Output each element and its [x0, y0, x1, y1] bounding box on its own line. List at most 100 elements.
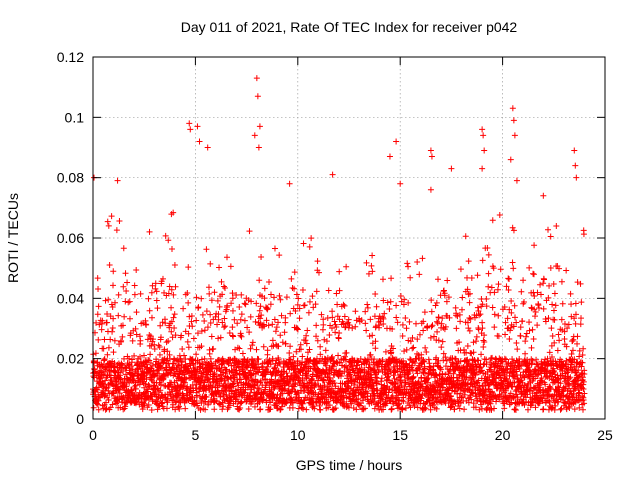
- data-point: [406, 392, 413, 399]
- data-point: [465, 325, 472, 332]
- data-point: [198, 295, 205, 302]
- data-point: [152, 390, 159, 397]
- grid-lines: [93, 57, 605, 419]
- data-point: [475, 326, 482, 333]
- data-point: [216, 303, 223, 310]
- data-point: [383, 384, 390, 391]
- data-point: [215, 400, 222, 407]
- data-point: [421, 358, 428, 365]
- data-point: [521, 374, 528, 381]
- data-point: [151, 341, 158, 348]
- data-point: [132, 325, 139, 332]
- data-point: [475, 377, 482, 384]
- data-point: [485, 270, 492, 277]
- data-point: [563, 343, 570, 350]
- data-point: [438, 344, 445, 351]
- data-point: [491, 405, 498, 412]
- data-point: [289, 404, 296, 411]
- data-point: [324, 314, 331, 321]
- data-point: [497, 372, 504, 379]
- data-point: [148, 342, 155, 349]
- data-point: [478, 351, 485, 358]
- data-point: [242, 301, 249, 308]
- data-point: [214, 321, 221, 328]
- data-point: [557, 380, 564, 387]
- data-point: [171, 311, 178, 318]
- data-point: [407, 274, 414, 281]
- data-point: [551, 339, 558, 346]
- data-point: [118, 337, 125, 344]
- data-point: [272, 328, 279, 335]
- data-point: [303, 406, 310, 413]
- data-point: [215, 335, 222, 342]
- data-point: [491, 289, 498, 296]
- data-point: [315, 269, 322, 276]
- data-point: [105, 387, 112, 394]
- data-point: [233, 370, 240, 377]
- data-point: [149, 282, 156, 289]
- data-point: [540, 192, 547, 199]
- data-point: [266, 278, 273, 285]
- data-point: [182, 405, 189, 412]
- data-point: [569, 338, 576, 345]
- data-point: [474, 304, 481, 311]
- data-point: [470, 375, 477, 382]
- data-point: [446, 314, 453, 321]
- data-point: [358, 317, 365, 324]
- data-point: [199, 311, 206, 318]
- data-point: [391, 380, 398, 387]
- y-tick-label: 0.04: [57, 290, 84, 306]
- x-tick-label: 25: [597, 427, 613, 443]
- data-point: [271, 245, 278, 252]
- data-point: [122, 270, 129, 277]
- data-point: [110, 268, 117, 275]
- axes: 0 0.02 0.04 0.06 0.08 0.1 0.12 0 5 10 15 20 25: [57, 49, 613, 443]
- data-point: [575, 390, 582, 397]
- data-point: [205, 376, 212, 383]
- data-point: [277, 406, 284, 413]
- data-point: [376, 313, 383, 320]
- data-point: [194, 330, 201, 337]
- data-point: [310, 371, 317, 378]
- data-point: [507, 327, 514, 334]
- data-point: [483, 303, 490, 310]
- data-point: [137, 290, 144, 297]
- data-point: [98, 326, 105, 333]
- data-point: [508, 298, 515, 305]
- data-point: [505, 287, 512, 294]
- data-point: [185, 264, 192, 271]
- data-point: [299, 287, 306, 294]
- data-point: [351, 382, 358, 389]
- data-point: [457, 390, 464, 397]
- data-point: [559, 300, 566, 307]
- data-point: [221, 324, 228, 331]
- data-point: [511, 132, 518, 139]
- data-point: [389, 395, 396, 402]
- data-point: [496, 355, 503, 362]
- data-point: [305, 309, 312, 316]
- chart-title: Day 011 of 2021, Rate Of TEC Index for r…: [181, 19, 518, 35]
- data-point: [198, 356, 205, 363]
- data-point: [566, 382, 573, 389]
- data-point: [304, 327, 311, 334]
- data-point: [579, 393, 586, 400]
- data-point: [472, 404, 479, 411]
- data-point: [172, 283, 179, 290]
- data-point: [511, 302, 518, 309]
- data-point: [258, 254, 265, 261]
- data-point: [251, 403, 258, 410]
- data-point: [509, 356, 516, 363]
- data-point: [93, 319, 100, 326]
- data-point: [409, 345, 416, 352]
- data-point: [414, 259, 421, 266]
- data-point: [265, 322, 272, 329]
- data-point: [157, 381, 164, 388]
- data-point: [303, 332, 310, 339]
- data-point: [579, 359, 586, 366]
- data-point: [187, 126, 194, 133]
- data-point: [105, 222, 112, 229]
- data-point: [464, 319, 471, 326]
- data-point: [119, 333, 126, 340]
- data-point: [178, 357, 185, 364]
- data-point: [372, 338, 379, 345]
